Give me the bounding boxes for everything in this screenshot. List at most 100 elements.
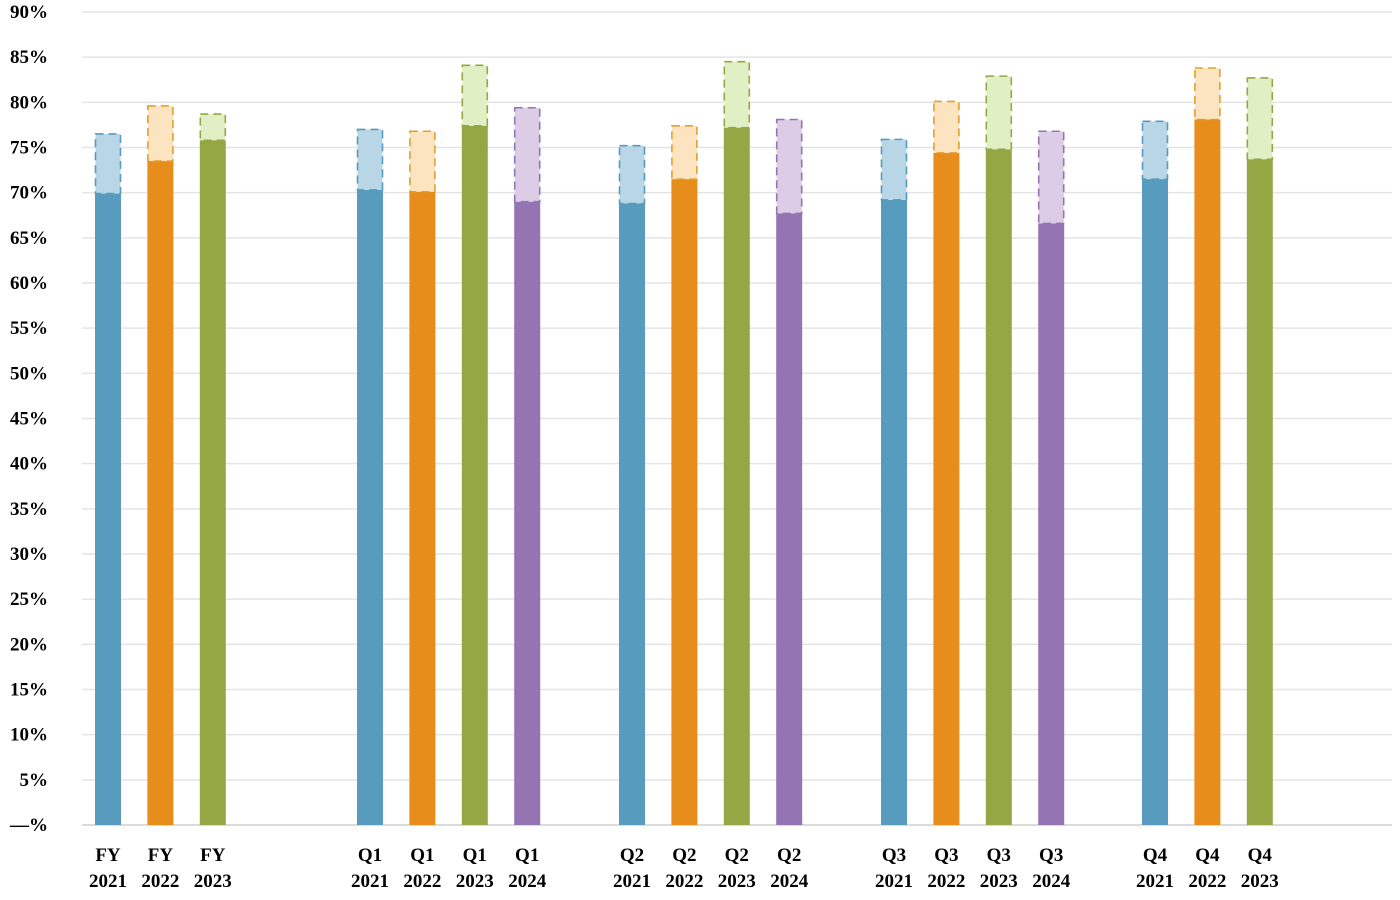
y-tick-label: 45%: [10, 409, 48, 430]
x-tick-label-year: 2023: [980, 871, 1018, 892]
bar-range-q4-2022: [1194, 67, 1221, 121]
bar-q1-2023: [461, 125, 488, 825]
y-tick-label: 25%: [10, 589, 48, 610]
x-tick-label-period: FY: [200, 845, 226, 866]
bar-q4-2023: [1246, 159, 1273, 825]
x-tick-label-year: 2021: [351, 871, 389, 892]
x-tick-label: Q1 2022: [403, 845, 441, 892]
bar-q4-2022: [1194, 119, 1221, 826]
bar-range-fy-2022: [147, 105, 174, 162]
x-tick-label: Q1 2024: [508, 845, 547, 892]
bar-range-q1-2022: [409, 130, 436, 193]
x-tick-label-period: Q3: [987, 845, 1011, 866]
bar-q4-2021: [1142, 179, 1168, 825]
x-tick-label: Q3 2022: [927, 845, 965, 892]
y-tick-label: 85%: [10, 47, 48, 68]
bar-range-q1-2023: [461, 64, 489, 127]
y-tick-label: 35%: [10, 499, 48, 520]
x-tick-label-year: 2022: [1188, 871, 1226, 892]
x-tick-label: Q1 2021: [351, 845, 389, 892]
x-tick-label-period: Q2: [672, 845, 696, 866]
x-tick-label-year: 2024: [770, 871, 809, 892]
x-tick-label: FY 2022: [141, 845, 179, 892]
bar-range-q1-2024: [513, 106, 541, 203]
y-tick-label: 5%: [20, 770, 49, 791]
bar-range-q1-2021: [356, 128, 384, 191]
bar-q2-2021: [619, 203, 645, 826]
x-tick-label-period: Q2: [620, 845, 644, 866]
bar-range-q3-2024: [1037, 130, 1065, 225]
bar-q2-2022: [671, 179, 698, 825]
x-tick-label: Q1 2023: [456, 845, 494, 892]
x-tick-label-period: FY: [95, 845, 121, 866]
bar-range-q3-2021: [880, 138, 908, 201]
bar-fy-2023: [199, 140, 226, 826]
bar-range-q4-2021: [1141, 120, 1169, 180]
x-tick-label-period: Q3: [934, 845, 958, 866]
x-tick-label-period: Q4: [1143, 845, 1168, 866]
x-tick-label: Q2 2023: [718, 845, 756, 892]
bar-range-q2-2021: [618, 144, 646, 205]
x-tick-label-period: Q4: [1195, 845, 1220, 866]
bar-q1-2024: [514, 201, 541, 825]
x-tick-label: FY 2021: [89, 845, 127, 892]
y-tick-label: —%: [9, 815, 48, 836]
y-tick-label: 15%: [10, 680, 48, 701]
bar-q1-2022: [409, 191, 436, 826]
x-tick-label-year: 2022: [927, 871, 965, 892]
x-tick-label: Q2 2024: [770, 845, 809, 892]
y-axis-tick-labels: —% 5% 10% 15% 20% 25% 30% 35% 40% 45% 50% 55% 60% 65%…: [9, 2, 48, 836]
x-tick-label-period: Q2: [725, 845, 749, 866]
x-tick-label: Q4 2023: [1241, 845, 1279, 892]
x-tick-label-period: FY: [148, 845, 174, 866]
y-tick-label: 50%: [10, 363, 48, 384]
x-tick-label-period: Q1: [463, 845, 487, 866]
bar-q3-2023: [985, 149, 1012, 826]
bar-range-q2-2023: [723, 60, 751, 129]
bar-q3-2024: [1038, 223, 1065, 825]
y-tick-label: 10%: [10, 725, 48, 746]
x-tick-label: Q3 2024: [1032, 845, 1071, 892]
x-tick-label-period: Q1: [515, 845, 539, 866]
x-tick-label-period: Q3: [1039, 845, 1063, 866]
y-tick-label: 80%: [10, 92, 48, 113]
y-tick-label: 60%: [10, 273, 48, 294]
bar-q2-2023: [723, 127, 750, 826]
x-tick-label: Q3 2021: [875, 845, 913, 892]
y-tick-label: 90%: [10, 2, 48, 23]
bar-q1-2021: [357, 189, 383, 825]
x-tick-label-year: 2021: [613, 871, 651, 892]
x-tick-label-period: Q3: [882, 845, 906, 866]
x-tick-label-period: Q1: [358, 845, 382, 866]
x-tick-label-period: Q1: [410, 845, 434, 866]
bars: [94, 60, 1274, 826]
bar-fy-2022: [147, 161, 174, 826]
x-tick-label: Q3 2023: [980, 845, 1018, 892]
bar-range-q2-2024: [775, 118, 803, 215]
bar-q3-2022: [933, 152, 960, 826]
bar-range-fy-2021: [94, 133, 122, 195]
x-tick-label-year: 2022: [403, 871, 441, 892]
x-tick-label-year: 2023: [718, 871, 756, 892]
x-tick-label-year: 2022: [141, 871, 179, 892]
bar-range-fy-2023: [199, 113, 227, 142]
bar-range-q3-2023: [985, 75, 1013, 151]
x-tick-label-year: 2023: [1241, 871, 1279, 892]
x-tick-label-year: 2022: [665, 871, 703, 892]
x-tick-label-period: Q2: [777, 845, 801, 866]
bar-range-q3-2022: [933, 100, 960, 154]
x-tick-label-year: 2023: [194, 871, 232, 892]
x-axis-tick-labels: FY 2021 FY 2022 FY 2023 Q1 2021 Q1 2022 Q1 2023 Q1 20…: [89, 845, 1279, 892]
bar-range-q2-2022: [671, 125, 698, 180]
bar-range-q4-2023: [1246, 77, 1274, 161]
x-tick-label: Q2 2021: [613, 845, 651, 892]
x-tick-label-year: 2021: [1136, 871, 1174, 892]
y-tick-label: 70%: [10, 183, 48, 204]
bar-fy-2021: [95, 193, 121, 825]
x-tick-label-period: Q4: [1248, 845, 1273, 866]
y-tick-label: 75%: [10, 138, 48, 159]
x-tick-label: Q2 2022: [665, 845, 703, 892]
y-tick-label: 30%: [10, 544, 48, 565]
y-tick-label: 55%: [10, 318, 48, 339]
